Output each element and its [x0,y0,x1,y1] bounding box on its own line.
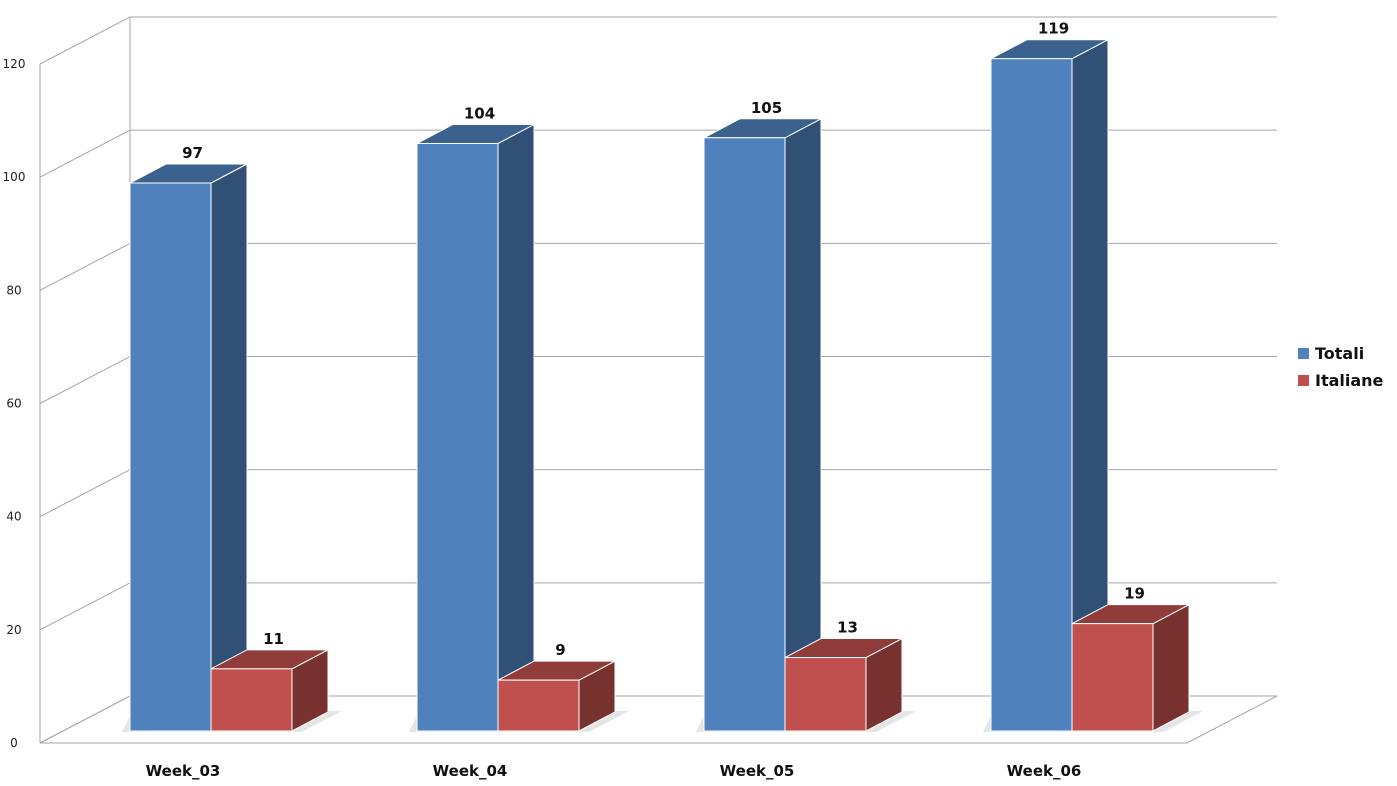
x-tick-label: Week_04 [433,762,508,780]
gridline-side [39,469,131,518]
gridline-side [39,16,131,65]
floor [39,695,1278,744]
data-label: 119 [1038,20,1069,38]
bar-totali [703,137,786,732]
bar-totali [990,58,1073,732]
x-tick-label: Week_05 [720,762,795,780]
bar-italiane [1071,623,1154,732]
legend-swatch-totali [1298,348,1309,359]
y-tick-label: 40 [6,510,21,524]
bar-totali [416,142,499,732]
labels: 0 20 40 60 80 100 120 97 11 Week_03 104 9 Week_04 105… [3,20,1145,780]
legend-label-italiane: Italiane [1315,371,1384,390]
data-label: 11 [263,630,284,648]
bar-italiane [210,668,293,732]
y-tick-label: 100 [3,170,26,184]
gridline-side [39,242,131,291]
bar-side-totali [784,117,822,732]
bar-italiane [784,657,867,732]
gridline-side [39,129,131,178]
data-label: 9 [555,641,565,659]
data-label: 19 [1124,585,1145,603]
legend-item-totali: Totali [1298,340,1383,367]
bar-side-totali [497,123,535,732]
y-tick-label: 120 [3,57,26,71]
gridline-side [39,582,131,631]
y-tick-label: 0 [10,736,18,750]
y-tick-label: 20 [6,623,21,637]
x-tick-label: Week_06 [1007,762,1082,780]
legend: Totali Italiane [1298,340,1383,394]
legend-item-italiane: Italiane [1298,367,1383,394]
bar-side-totali [210,163,248,732]
x-tick-label: Week_03 [146,762,221,780]
bar-totali [129,182,212,732]
gridline-side [39,356,131,404]
legend-label-totali: Totali [1315,344,1365,363]
y-tick-label: 80 [6,283,21,297]
legend-swatch-italiane [1298,375,1309,386]
bar-italiane [497,679,580,732]
bars [122,38,1203,732]
data-label: 105 [751,99,782,117]
data-label: 97 [182,144,203,162]
bar-side-italiane [1152,603,1190,732]
data-label: 104 [464,104,495,122]
y-tick-label: 60 [6,397,21,411]
data-label: 13 [837,619,858,637]
